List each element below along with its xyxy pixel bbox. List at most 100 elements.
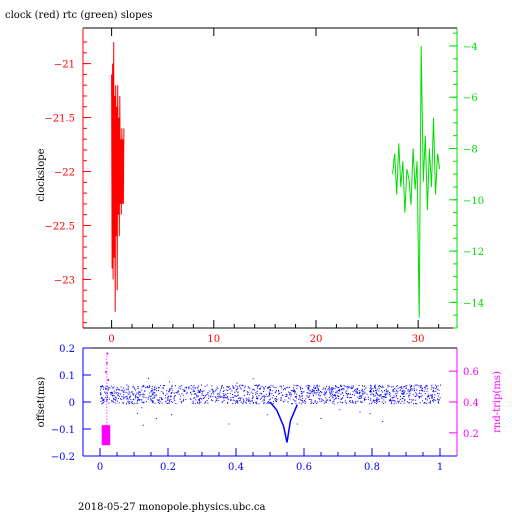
offset-point — [111, 401, 113, 403]
offset-point — [161, 391, 163, 393]
offset-point — [212, 391, 214, 393]
offset-point — [433, 397, 435, 398]
offset-point — [403, 393, 405, 395]
bottom-y2-axis-label: rnd-trip(ms) — [492, 371, 503, 433]
offset-point — [211, 388, 213, 390]
offset-point — [235, 385, 237, 387]
offset-point — [266, 403, 268, 405]
offset-point — [267, 401, 269, 403]
offset-point — [293, 391, 294, 393]
offset-point — [102, 399, 104, 401]
offset-point — [430, 400, 432, 402]
offset-point — [268, 401, 270, 402]
offset-point — [339, 401, 341, 403]
offset-point — [256, 384, 258, 386]
offset-point — [307, 396, 309, 398]
offset-point — [364, 385, 365, 387]
offset-point — [102, 399, 104, 401]
top-y-tick-label: −23 — [54, 275, 75, 286]
offset-point — [168, 391, 169, 393]
offset-point — [318, 395, 320, 397]
offset-point — [346, 386, 348, 388]
offset-point — [250, 391, 252, 393]
offset-point — [389, 393, 391, 395]
offset-point — [394, 400, 396, 402]
offset-point — [413, 399, 415, 401]
offset-point — [346, 393, 347, 394]
offset-point — [374, 386, 376, 388]
offset-point — [370, 394, 372, 396]
offset-point — [208, 395, 210, 397]
offset-point — [370, 399, 372, 401]
offset-point — [104, 392, 106, 394]
offset-point — [122, 402, 124, 404]
offset-point — [332, 401, 334, 403]
offset-point — [324, 395, 326, 397]
offset-point — [401, 393, 403, 395]
offset-point — [136, 392, 138, 394]
offset-point — [210, 399, 212, 401]
offset-outlier — [339, 409, 341, 411]
offset-point — [121, 396, 123, 397]
offset-point — [188, 388, 190, 390]
offset-point — [192, 402, 194, 404]
offset-point — [263, 402, 264, 404]
offset-point — [207, 392, 209, 393]
offset-point — [201, 393, 203, 395]
offset-point — [387, 384, 389, 386]
offset-point — [316, 389, 317, 391]
offset-point — [212, 389, 214, 391]
offset-point — [318, 389, 320, 391]
offset-point — [198, 399, 200, 400]
offset-point — [294, 393, 296, 395]
offset-point — [173, 395, 175, 397]
offset-point — [113, 392, 115, 394]
offset-point — [269, 394, 270, 395]
offset-point — [178, 391, 180, 393]
offset-point — [305, 398, 307, 400]
offset-point — [423, 390, 425, 392]
top-panel: 0 10 20 30 −21 −21.5 −22 −22.5 −23 −4 −6 −8 −10 −12 −1… — [44, 27, 484, 345]
offset-point — [165, 397, 167, 399]
offset-point — [287, 386, 289, 388]
offset-point — [409, 390, 411, 392]
offset-point — [315, 391, 317, 393]
offset-point — [146, 401, 147, 403]
offset-point — [400, 395, 401, 397]
offset-point — [373, 401, 375, 403]
offset-point — [251, 395, 253, 397]
top-chart-title: clock (red) rtc (green) slopes — [5, 10, 153, 21]
offset-point — [333, 398, 335, 400]
offset-point — [361, 401, 363, 403]
offset-point — [180, 401, 182, 403]
offset-point — [245, 397, 247, 399]
offset-point — [226, 397, 228, 398]
offset-point — [267, 387, 269, 388]
offset-point — [244, 385, 246, 387]
top-x-tick-label: 20 — [310, 334, 323, 345]
offset-point — [170, 396, 172, 398]
offset-point — [325, 389, 327, 391]
top-x-tick-label: 30 — [412, 334, 425, 345]
offset-point — [337, 389, 339, 391]
offset-point — [317, 388, 319, 390]
offset-point — [145, 397, 147, 399]
offset-point — [354, 401, 356, 403]
offset-point — [171, 392, 173, 393]
offset-point — [361, 392, 363, 394]
offset-point — [305, 385, 307, 387]
offset-point — [422, 388, 423, 389]
offset-point — [113, 390, 115, 392]
offset-point — [397, 398, 399, 400]
offset-point — [192, 400, 194, 402]
offset-outlier — [197, 389, 199, 391]
offset-point — [157, 399, 159, 401]
offset-point — [115, 391, 117, 393]
offset-point — [313, 390, 314, 392]
offset-point — [275, 391, 277, 393]
offset-point — [286, 387, 288, 389]
offset-point — [145, 387, 147, 389]
offset-point — [128, 391, 130, 393]
offset-point — [194, 393, 196, 395]
offset-point — [118, 393, 120, 395]
